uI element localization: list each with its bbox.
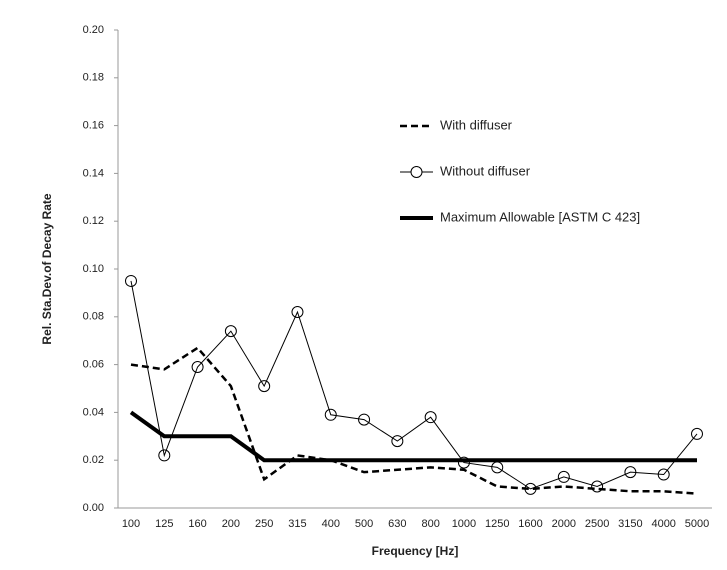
legend-label: Maximum Allowable [ASTM C 423] <box>440 209 640 224</box>
x-tick-label: 250 <box>255 518 273 530</box>
legend-label: Without diffuser <box>440 163 531 178</box>
x-tick-label: 2000 <box>552 518 576 530</box>
marker <box>691 427 703 440</box>
x-tick-label: 160 <box>188 518 206 530</box>
y-tick-label: 0.12 <box>83 215 104 227</box>
marker <box>624 466 637 479</box>
marker <box>424 411 437 424</box>
y-tick-label: 0.16 <box>83 120 104 132</box>
x-tick-label: 400 <box>322 518 340 530</box>
legend-label: With diffuser <box>440 117 513 132</box>
marker <box>224 325 237 338</box>
x-tick-label: 1250 <box>485 518 509 530</box>
x-tick-label: 5000 <box>685 518 709 530</box>
y-tick-label: 0.14 <box>83 167 104 179</box>
marker <box>358 413 371 426</box>
x-tick-label: 100 <box>122 518 140 530</box>
y-tick-label: 0.02 <box>83 454 104 466</box>
marker <box>524 482 537 495</box>
marker <box>457 456 470 469</box>
y-tick-label: 0.18 <box>83 72 104 84</box>
x-tick-label: 1600 <box>518 518 542 530</box>
x-tick-label: 125 <box>155 518 173 530</box>
marker <box>291 306 304 319</box>
series-line <box>130 346 698 495</box>
series-line <box>130 280 698 490</box>
x-tick-label: 500 <box>355 518 373 530</box>
legend-marker <box>410 166 423 178</box>
x-tick-label: 1000 <box>452 518 476 530</box>
x-tick-label: 200 <box>222 518 240 530</box>
marker <box>557 470 570 483</box>
x-tick-label: 2500 <box>585 518 609 530</box>
marker <box>191 360 204 373</box>
marker <box>591 480 604 493</box>
x-axis-label: Frequency [Hz] <box>372 544 459 558</box>
x-tick-label: 315 <box>288 518 306 530</box>
marker <box>391 435 404 448</box>
marker <box>158 449 171 462</box>
x-tick-label: 4000 <box>651 518 675 530</box>
marker <box>258 380 271 393</box>
marker <box>657 468 670 481</box>
y-axis-label: Rel. Sta.Dev.of Decay Rate <box>40 193 54 344</box>
y-tick-label: 0.08 <box>83 311 104 323</box>
x-tick-label: 630 <box>388 518 406 530</box>
y-tick-label: 0.00 <box>83 502 104 514</box>
series-line <box>129 410 697 463</box>
marker <box>125 274 137 287</box>
y-tick-label: 0.04 <box>83 406 104 418</box>
x-tick-label: 3150 <box>618 518 642 530</box>
y-tick-label: 0.10 <box>83 263 104 275</box>
marker <box>324 408 337 421</box>
y-tick-label: 0.06 <box>83 359 104 371</box>
x-tick-label: 800 <box>421 518 439 530</box>
y-tick-label: 0.20 <box>83 24 104 36</box>
